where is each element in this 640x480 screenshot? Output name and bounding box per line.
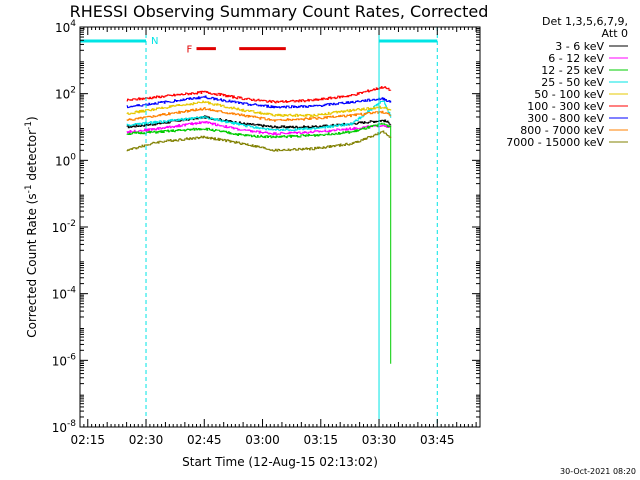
legend-label-50-100-kev: 50 - 100 keV (534, 88, 604, 101)
flare-label: F (187, 45, 193, 56)
y-axis-ticks: 104 102 100 10-2 10-4 10-6 10-8 (52, 19, 480, 435)
legend-header-line1: Det 1,3,5,6,7,9, (542, 15, 628, 28)
legend-label-12-25-kev: 12 - 25 keV (541, 64, 604, 77)
x-tick-label-1: 02:15 (70, 433, 105, 447)
y-tick-label-1: 104 (55, 19, 76, 35)
x-tick-label-3: 02:45 (187, 433, 222, 447)
x-tick-label-6: 03:30 (362, 433, 397, 447)
x-tick-label-5: 03:15 (303, 433, 338, 447)
series-50-100-kev (126, 100, 392, 117)
x-tick-label-7: 03:45 (420, 433, 455, 447)
legend-label-100-300-kev: 100 - 300 keV (527, 100, 604, 113)
legend-label-800-7000-kev: 800 - 7000 keV (520, 124, 604, 137)
legend-label-7000-15000-kev: 7000 - 15000 keV (506, 136, 604, 149)
series-800-7000-kev (126, 107, 392, 122)
y-tick-label-3: 100 (55, 152, 76, 168)
legend-label-3-6-kev: 3 - 6 keV (555, 40, 604, 53)
x-axis-ticks: 02:15 02:30 02:45 03:00 03:15 03:30 03:45 (70, 27, 481, 447)
legend-label-25-50-kev: 25 - 50 keV (541, 76, 604, 89)
series-7000-15000-kev (126, 130, 392, 152)
series-100-300-kev (126, 86, 392, 104)
legend-label-300-800-kev: 300 - 800 keV (527, 112, 604, 125)
y-tick-label-6: 10-6 (52, 352, 77, 368)
y-tick-label-7: 10-8 (52, 419, 77, 435)
y-tick-label-2: 102 (55, 86, 76, 102)
x-tick-label-2: 02:30 (129, 433, 164, 447)
timestamp: 30-Oct-2021 08:20 (560, 467, 636, 476)
series-12-25-kev (126, 122, 392, 364)
y-tick-label-4: 10-2 (52, 219, 76, 235)
y-tick-label-5: 10-4 (52, 286, 77, 302)
series-layer (126, 86, 392, 364)
series-25-50-kev (126, 100, 392, 132)
x-tick-label-4: 03:00 (245, 433, 280, 447)
y-axis-title: Corrected Count Rate (s-1 detector-1) (24, 116, 39, 337)
series-300-800-kev (126, 95, 392, 109)
x-axis-title: Start Time (12-Aug-15 02:13:02) (182, 455, 378, 469)
chart-title: RHESSI Observing Summary Count Rates, Co… (70, 2, 489, 21)
legend-label-6-12-kev: 6 - 12 keV (548, 52, 604, 65)
night-label: N (151, 36, 158, 47)
series-6-12-kev (126, 121, 392, 136)
legend-header-line2: Att 0 (602, 27, 628, 40)
